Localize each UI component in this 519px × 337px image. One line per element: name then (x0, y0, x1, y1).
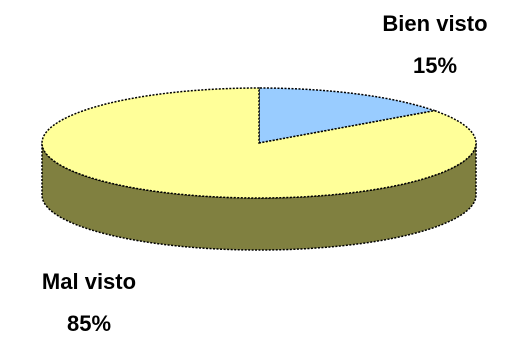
slice-label-mal-visto: Mal visto (42, 269, 136, 294)
slice-value-bien-visto: 15% (413, 53, 457, 78)
pie-slice-mal-visto (41, 87, 477, 199)
pie-labels-layer: Bien visto 15% Mal visto 85% (42, 11, 488, 336)
pie-top-layer (41, 87, 477, 199)
slice-value-mal-visto: 85% (67, 311, 111, 336)
pie-slice-bien-visto (258, 87, 438, 144)
slice-label-bien-visto: Bien visto (382, 11, 487, 36)
